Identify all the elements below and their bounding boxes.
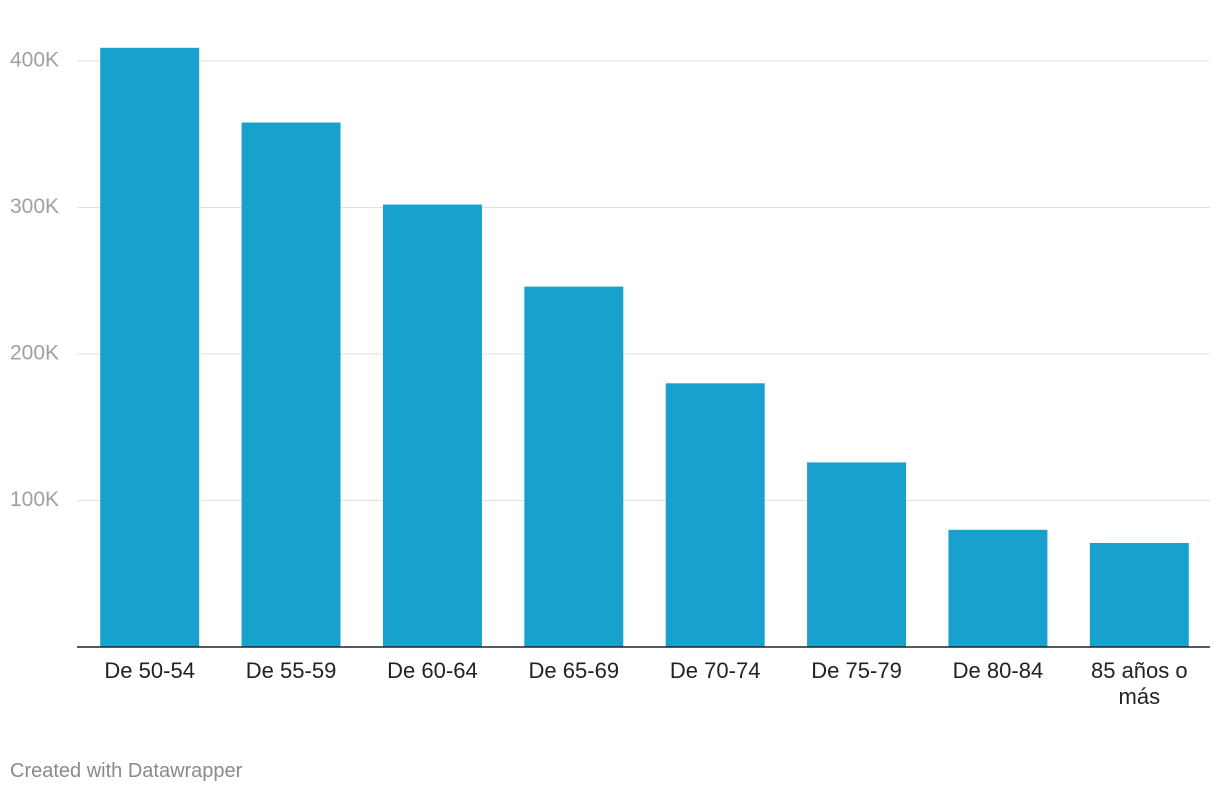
footer: Created with Datawrapper [10,760,243,782]
x-tick-label: De 70-74 [669,658,761,683]
x-tick-label: 85 años o más [1090,658,1188,709]
y-tick-label: 200K [10,342,59,365]
y-tick-label: 300K [10,195,59,218]
bar [241,122,341,647]
x-tick-label: De 55-59 [245,658,337,683]
bar [1089,542,1189,647]
bar [948,529,1048,647]
bar [807,462,907,647]
bar [382,204,482,647]
x-tick-label: De 50-54 [104,658,195,683]
x-tick-label: De 60-64 [387,658,478,683]
y-tick-label: 100K [10,488,59,511]
bar [665,383,765,647]
bar [524,286,624,647]
bar [100,47,200,647]
x-tick-label: De 80-84 [952,658,1044,683]
x-tick-label: De 75-79 [811,658,902,683]
x-tick-label: De 65-69 [528,658,620,683]
y-tick-label: 400K [10,49,59,72]
